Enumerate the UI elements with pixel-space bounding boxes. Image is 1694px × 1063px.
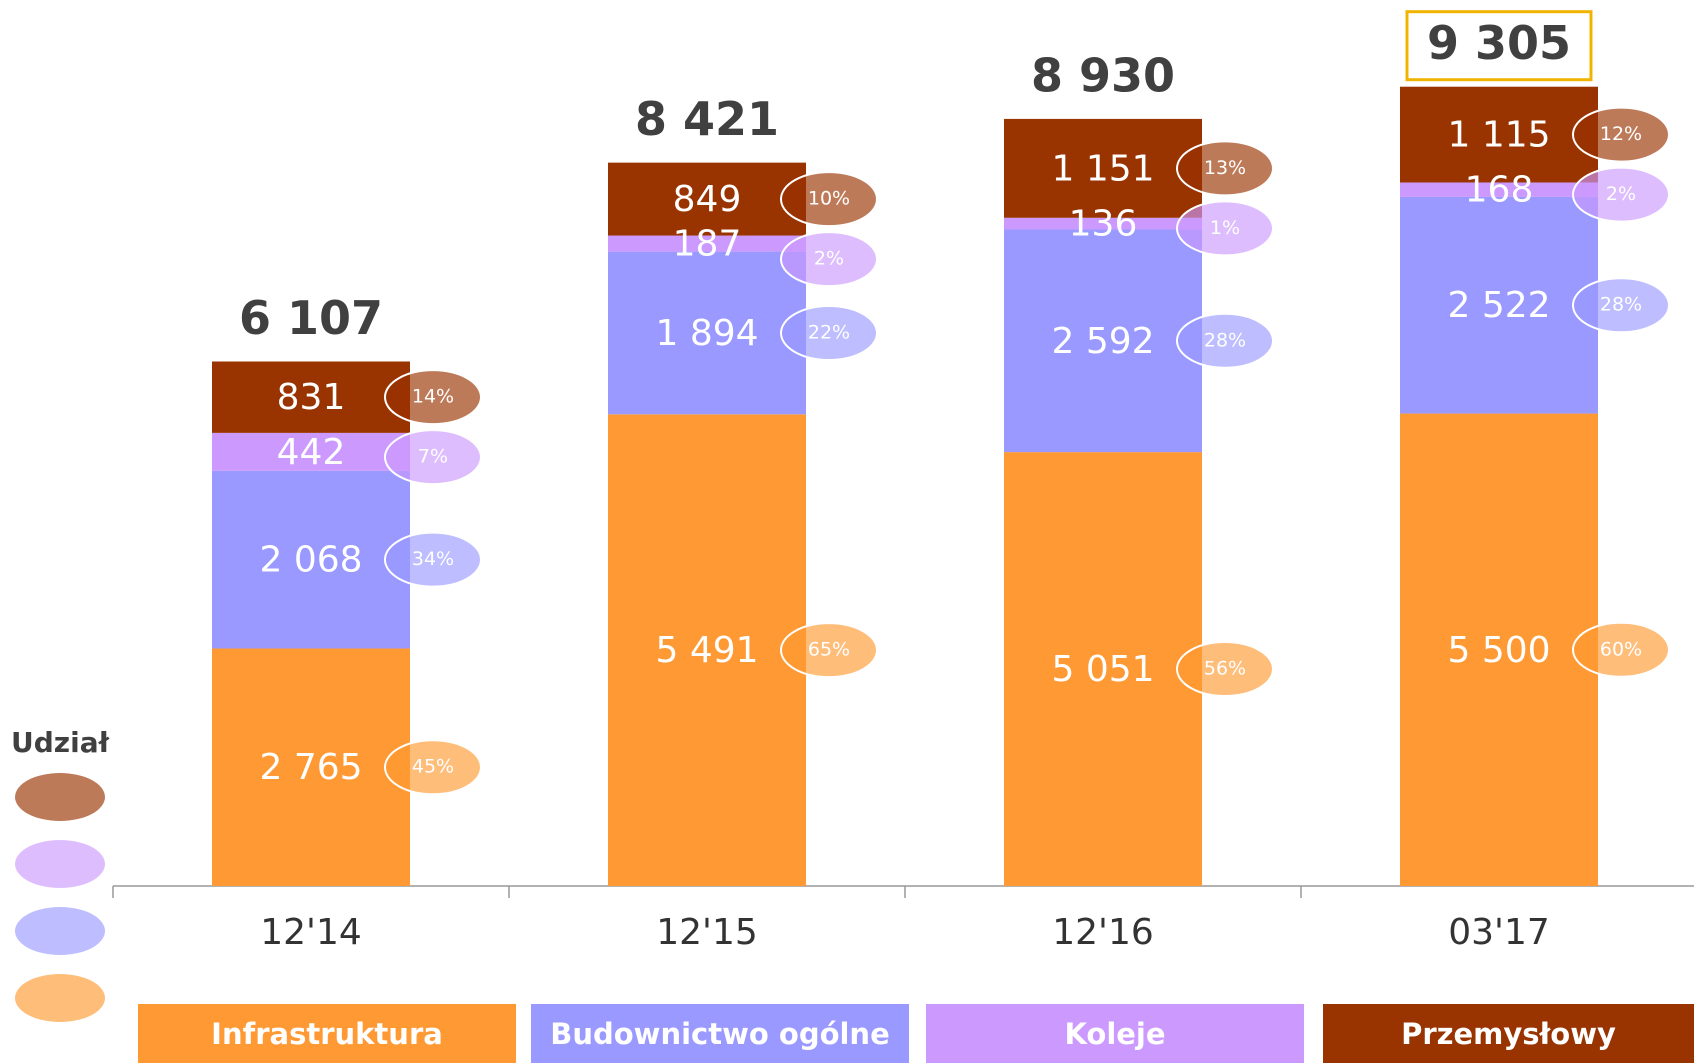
share-bubble	[780, 622, 878, 679]
total-label: 9 305	[1427, 16, 1571, 70]
share-legend-marker	[15, 773, 105, 821]
share-legend-marker	[15, 907, 105, 955]
share-label: 28%	[1600, 294, 1642, 316]
legend-box	[138, 1004, 516, 1063]
share-label: 1%	[1210, 217, 1240, 239]
share-label: 7%	[418, 446, 448, 468]
value-label: 2 522	[1447, 285, 1550, 326]
x-tick-label: 12'16	[1052, 912, 1154, 953]
bar-segment	[608, 414, 806, 886]
value-label: 187	[673, 224, 742, 265]
highlight-box	[1405, 10, 1593, 82]
bar-segment	[608, 251, 806, 415]
share-bubble	[1572, 106, 1670, 163]
share-bubble	[1572, 277, 1670, 334]
x-tick-label: 12'14	[260, 912, 362, 953]
value-label: 5 491	[655, 630, 758, 671]
total-label: 8 421	[635, 92, 779, 146]
bar-segment	[1400, 182, 1598, 197]
share-bubble	[780, 304, 878, 361]
share-label: 34%	[412, 548, 454, 570]
share-label: 60%	[1600, 638, 1642, 660]
value-label: 2 068	[259, 540, 362, 581]
share-label: 56%	[1204, 658, 1246, 680]
value-label: 442	[277, 432, 346, 473]
share-bubble	[384, 369, 482, 426]
share-label: 14%	[412, 386, 454, 408]
share-bubble	[384, 739, 482, 796]
legend-box	[1323, 1004, 1694, 1063]
bar-segment	[212, 470, 410, 649]
share-bubble	[1572, 621, 1670, 678]
value-label: 168	[1465, 170, 1534, 211]
share-label: 2%	[814, 248, 844, 270]
value-label: 2 592	[1051, 321, 1154, 362]
bar-segment	[1400, 86, 1598, 183]
bar-segment	[212, 432, 410, 471]
x-tick-label: 03'17	[1448, 912, 1550, 953]
bar-segment	[1004, 118, 1202, 218]
bar-segment	[1004, 229, 1202, 453]
bar-segment	[1400, 413, 1598, 886]
bar-segment	[1004, 452, 1202, 886]
share-label: 13%	[1204, 157, 1246, 179]
value-label: 5 051	[1051, 649, 1154, 690]
value-label: 136	[1069, 204, 1138, 245]
share-bubble	[1176, 641, 1274, 698]
share-bubble	[1176, 312, 1274, 369]
legend-label: Budownictwo ogólne	[550, 1017, 890, 1051]
x-tick-label: 12'15	[656, 912, 758, 953]
share-legend-marker	[15, 974, 105, 1022]
total-label: 8 930	[1031, 48, 1175, 102]
share-title: Udział	[11, 726, 110, 759]
share-bubble	[780, 231, 878, 288]
bar-segment	[608, 235, 806, 252]
legend-box	[531, 1004, 909, 1063]
share-bubble	[780, 171, 878, 228]
share-label: 28%	[1204, 329, 1246, 351]
bar-segment	[608, 162, 806, 236]
share-label: 12%	[1600, 123, 1642, 145]
value-label: 849	[673, 179, 742, 220]
value-label: 1 115	[1447, 115, 1550, 156]
share-label: 65%	[808, 639, 850, 661]
share-bubble	[1176, 200, 1274, 257]
value-label: 1 151	[1051, 148, 1154, 189]
bar-segment	[212, 361, 410, 433]
share-bubble	[1572, 166, 1670, 223]
value-label: 1 894	[655, 313, 758, 354]
bar-segment	[1004, 217, 1202, 230]
share-bubble	[384, 531, 482, 588]
share-legend-marker	[15, 840, 105, 888]
value-label: 2 765	[259, 747, 362, 788]
share-label: 2%	[1606, 183, 1636, 205]
share-label: 10%	[808, 188, 850, 210]
legend-box	[926, 1004, 1304, 1063]
value-label: 5 500	[1447, 630, 1550, 671]
total-label: 6 107	[239, 291, 383, 345]
value-label: 831	[277, 377, 346, 418]
share-label: 22%	[808, 321, 850, 343]
share-bubble	[384, 429, 482, 486]
bar-segment	[1400, 196, 1598, 414]
legend-label: Przemysłowy	[1401, 1017, 1616, 1051]
legend-label: Koleje	[1064, 1017, 1165, 1051]
bar-segment	[212, 648, 410, 886]
share-bubble	[1176, 140, 1274, 197]
share-label: 45%	[412, 756, 454, 778]
legend-label: Infrastruktura	[211, 1017, 443, 1051]
